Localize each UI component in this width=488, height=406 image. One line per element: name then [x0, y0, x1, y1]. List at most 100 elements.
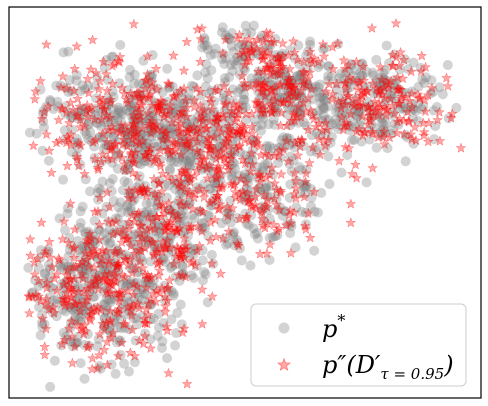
point-p-double-prime: [191, 245, 203, 256]
point-p-double-prime: [395, 84, 406, 95]
point-p-double-prime: [409, 121, 421, 133]
point-p-star: [89, 81, 100, 92]
point-p-star: [151, 221, 162, 232]
point-p-double-prime: [320, 117, 331, 128]
point-p-star: [400, 130, 411, 141]
point-p-star: [158, 123, 169, 134]
point-p-star: [144, 126, 155, 137]
point-p-star: [115, 349, 126, 360]
point-p-double-prime: [43, 236, 55, 247]
point-p-star: [146, 84, 157, 95]
point-p-star: [49, 355, 60, 366]
point-p-star: [357, 70, 368, 81]
point-p-double-prime: [278, 96, 289, 108]
point-p-star: [302, 79, 313, 90]
point-p-star: [398, 99, 409, 110]
point-p-star: [443, 113, 454, 124]
point-p-star: [342, 150, 353, 161]
point-p-star: [62, 203, 73, 214]
point-p-double-prime: [176, 253, 188, 264]
point-p-double-prime: [257, 99, 269, 111]
point-p-star: [386, 128, 397, 139]
point-p-double-prime: [69, 223, 81, 235]
point-p-double-prime: [370, 105, 382, 116]
point-p-star: [71, 150, 82, 161]
point-p-star: [52, 101, 63, 112]
point-p-double-prime: [217, 108, 229, 119]
point-p-star: [340, 102, 351, 113]
point-p-star: [188, 95, 199, 106]
point-p-double-prime: [177, 326, 189, 338]
point-p-double-prime: [160, 224, 172, 235]
point-p-double-prime: [342, 90, 354, 101]
point-p-star: [177, 151, 188, 162]
point-p-star: [36, 317, 47, 328]
point-p-star: [69, 315, 80, 326]
point-p-star: [346, 121, 357, 132]
point-p-double-prime: [418, 126, 430, 137]
point-p-star: [115, 197, 126, 208]
point-p-double-prime: [406, 101, 418, 113]
point-p-star: [103, 294, 114, 305]
point-p-double-prime: [180, 271, 192, 282]
point-p-star: [177, 199, 188, 210]
point-p-star: [145, 334, 156, 345]
point-p-star: [253, 95, 264, 106]
point-p-star: [343, 121, 354, 132]
point-p-star: [108, 103, 119, 114]
point-p-star: [113, 105, 124, 116]
point-p-double-prime: [124, 253, 136, 265]
point-p-double-prime: [162, 295, 173, 306]
point-p-star: [365, 100, 376, 111]
point-p-double-prime: [55, 82, 67, 93]
point-p-star: [196, 140, 207, 151]
point-p-double-prime: [39, 248, 51, 259]
point-p-double-prime: [121, 140, 133, 152]
point-p-double-prime: [252, 82, 264, 93]
point-p-star: [90, 103, 101, 114]
point-p-star: [184, 144, 195, 155]
point-p-double-prime: [181, 102, 193, 113]
point-p-double-prime: [262, 194, 273, 205]
point-p-double-prime: [175, 176, 187, 187]
point-p-double-prime: [290, 175, 302, 186]
point-p-double-prime: [235, 173, 247, 184]
point-p-star: [144, 279, 155, 290]
point-p-star: [264, 213, 275, 224]
point-p-double-prime: [420, 61, 431, 72]
point-p-star: [109, 289, 120, 300]
point-p-star: [170, 209, 181, 220]
point-p-star: [239, 169, 250, 180]
point-p-double-prime: [66, 331, 78, 342]
point-p-star: [72, 337, 83, 348]
point-p-double-prime: [98, 103, 110, 114]
point-p-star: [81, 129, 92, 140]
point-p-star: [180, 142, 191, 153]
point-p-star: [336, 112, 347, 123]
point-p-star: [213, 125, 224, 136]
point-p-double-prime: [162, 77, 174, 89]
point-p-double-prime: [223, 160, 234, 171]
point-p-star: [176, 136, 187, 147]
point-p-double-prime: [157, 236, 169, 247]
point-p-double-prime: [134, 236, 146, 247]
point-p-star: [240, 102, 251, 113]
point-p-double-prime: [162, 144, 174, 155]
point-p-double-prime: [141, 272, 153, 284]
point-p-star: [253, 66, 264, 77]
point-p-star: [81, 103, 92, 114]
point-p-star: [59, 280, 70, 291]
point-p-star: [211, 181, 222, 192]
point-p-star: [117, 109, 128, 120]
point-p-star: [375, 127, 386, 138]
point-p-double-prime: [233, 125, 245, 137]
point-p-double-prime: [99, 104, 110, 115]
point-p-star: [118, 299, 129, 310]
point-p-star: [164, 242, 175, 253]
point-p-double-prime: [244, 55, 256, 66]
point-p-star: [139, 224, 150, 235]
point-p-double-prime: [222, 210, 234, 221]
point-p-double-prime: [313, 56, 324, 67]
point-p-star: [318, 44, 329, 55]
point-p-double-prime: [197, 115, 209, 126]
